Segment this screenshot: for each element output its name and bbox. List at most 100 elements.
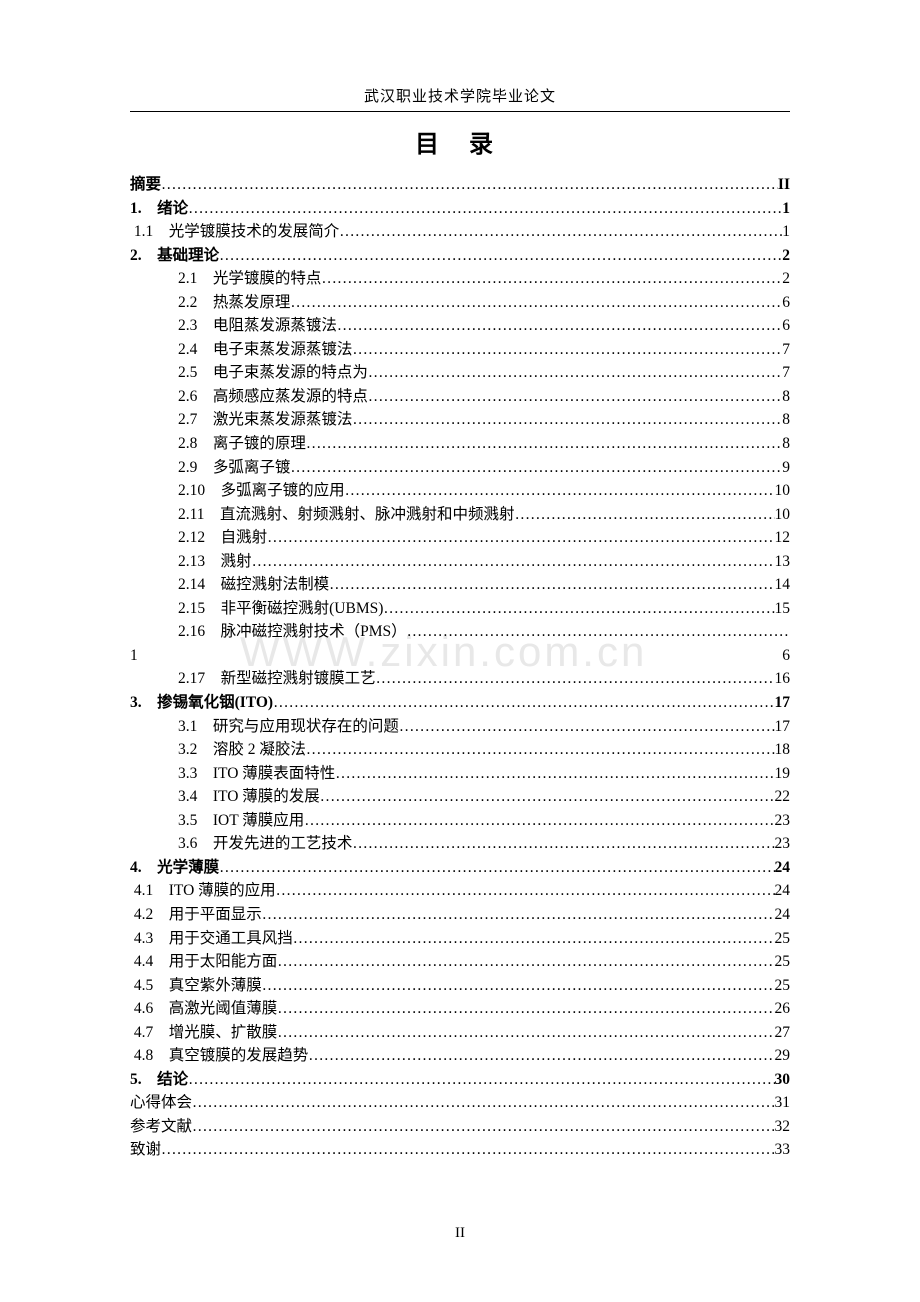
toc-entry-page: 10 [775,479,791,503]
toc-entry: 4.7 增光膜、扩散膜……………………………………………………………………………… [130,1021,790,1045]
page-header: 武汉职业技术学院毕业论文 [130,85,790,112]
page-container: 武汉职业技术学院毕业论文 目 录 摘要………………………………………………………… [0,0,920,1222]
toc-entry-page: 25 [775,927,791,951]
toc-page-right: 6 [782,644,790,668]
toc-dots: …………………………………………………………………………………………………………… [321,267,782,291]
toc-entry-label: 4.1 ITO 薄膜的应用 [130,879,276,903]
toc-dots: …………………………………………………………………………………………………………… [276,879,775,903]
toc-dots: …………………………………………………………………………………………………………… [515,503,775,527]
toc-entry: 3.2 溶胶 2 凝胶法…………………………………………………………………………… [130,738,790,762]
toc-entry-label: 2.14 磁控溅射法制模 [178,573,329,597]
toc-entry-label: 4.8 真空镀膜的发展趋势 [130,1044,308,1068]
toc-entry: 2.6 高频感应蒸发源的特点……………………………………………………………………… [130,385,790,409]
toc-entry: 3.4 ITO 薄膜的发展………………………………………………………………………… [130,785,790,809]
toc-entry-page: 30 [775,1068,791,1092]
toc-entry-label: 2.17 新型磁控溅射镀膜工艺 [178,667,376,691]
toc-container: 摘要……………………………………………………………………………………………………… [130,173,790,1162]
toc-entry: 2.3 电阻蒸发源蒸镀法…………………………………………………………………………… [130,314,790,338]
page-footer: II [0,1225,920,1242]
toc-entry: 致谢……………………………………………………………………………………………………… [130,1138,790,1162]
toc-entry: 5. 结论……………………………………………………………………………………………… [130,1068,790,1092]
toc-dots: …………………………………………………………………………………………………………… [383,597,774,621]
toc-entry: 2.8 离子镀的原理………………………………………………………………………………… [130,432,790,456]
toc-dots: …………………………………………………………………………………………………………… [368,385,782,409]
toc-entry-page: 14 [775,573,791,597]
toc-entry: 2.11 直流溅射、射频溅射、脉冲溅射和中频溅射…………………………………………… [130,503,790,527]
toc-entry-page: 6 [782,291,790,315]
toc-entry: 1.1 光学镀膜技术的发展简介…………………………………………………………………… [130,220,790,244]
toc-dots: …………………………………………………………………………………………………………… [192,1115,774,1139]
toc-entry-label: 3.6 开发先进的工艺技术 [178,832,352,856]
toc-entry-page: 17 [775,715,791,739]
toc-entry-label: 3.4 ITO 薄膜的发展 [178,785,320,809]
toc-dots: …………………………………………………………………………………………………………… [306,432,782,456]
toc-entry: 3. 掺锡氧化铟(ITO)………………………………………………………………………… [130,691,790,715]
toc-entry-page: 31 [775,1091,791,1115]
toc-dots: …………………………………………………………………………………………………………… [252,550,775,574]
toc-entry: 3.3 ITO 薄膜表面特性……………………………………………………………………… [130,762,790,786]
toc-entry-label: 4. 光学薄膜 [130,856,219,880]
toc-entry-page: II [778,173,790,197]
toc-dots: …………………………………………………………………………………………………………… [337,314,782,338]
toc-entry-page: 17 [775,691,791,715]
toc-dots: …………………………………………………………………………………………………………… [219,244,782,268]
toc-entry-label: 2.7 激光束蒸发源蒸镀法 [178,408,352,432]
toc-entry-page: 19 [775,762,791,786]
toc-entry: 4. 光学薄膜………………………………………………………………………………………… [130,856,790,880]
toc-entry: 2.17 新型磁控溅射镀膜工艺…………………………………………………………………… [130,667,790,691]
toc-dots: …………………………………………………………………………………………………………… [277,950,774,974]
toc-entry-page: 12 [775,526,791,550]
toc-dots: …………………………………………………………………………………………………………… [345,479,775,503]
toc-entry-page: 25 [775,974,791,998]
toc-entry: 2.1 光学镀膜的特点……………………………………………………………………………… [130,267,790,291]
toc-entry: 2.2 热蒸发原理…………………………………………………………………………………… [130,291,790,315]
toc-entry-page: 6 [782,314,790,338]
toc-entry-page: 1 [782,197,790,221]
toc-entry-page: 27 [775,1021,791,1045]
toc-entry-label: 2.1 光学镀膜的特点 [178,267,321,291]
toc-entry: 2.13 溅射………………………………………………………………………………………… [130,550,790,574]
toc-entry-page: 22 [775,785,791,809]
toc-entry: 4.8 真空镀膜的发展趋势………………………………………………………………………… [130,1044,790,1068]
toc-entry: 2. 基础理论………………………………………………………………………………………… [130,244,790,268]
toc-dots: …………………………………………………………………………………………………………… [188,197,782,221]
toc-entry-label: 摘要 [130,173,161,197]
toc-dots: …………………………………………………………………………………………………………… [161,173,778,197]
toc-entry: 2.5 电子束蒸发源的特点为……………………………………………………………………… [130,361,790,385]
toc-entry-label: 1. 绪论 [130,197,188,221]
toc-entry: 2.10 多弧离子镀的应用………………………………………………………………………… [130,479,790,503]
toc-entry: 1. 绪论……………………………………………………………………………………………… [130,197,790,221]
toc-dots: …………………………………………………………………………………………………………… [293,927,775,951]
toc-entry-label: 2.5 电子束蒸发源的特点为 [178,361,368,385]
toc-entry-label: 参考文献 [130,1115,192,1139]
toc-dots: …………………………………………………………………………………………………………… [192,1091,774,1115]
toc-dots: …………………………………………………………………………………………………………… [188,1068,774,1092]
toc-entry-page: 9 [782,456,790,480]
toc-entry-label: 5. 结论 [130,1068,188,1092]
toc-entry-page: 29 [775,1044,791,1068]
toc-entry: 4.4 用于太阳能方面……………………………………………………………………………… [130,950,790,974]
toc-entry: 3.6 开发先进的工艺技术………………………………………………………………………… [130,832,790,856]
toc-entry: 参考文献………………………………………………………………………………………………… [130,1115,790,1139]
toc-entry-label: 2.6 高频感应蒸发源的特点 [178,385,368,409]
toc-entry: 4.6 高激光阈值薄膜……………………………………………………………………………… [130,997,790,1021]
toc-entry-page: 23 [775,832,791,856]
toc-entry-label: 3.3 ITO 薄膜表面特性 [178,762,335,786]
toc-dots: …………………………………………………………………………………………………………… [368,361,782,385]
toc-page-left: 1 [130,644,138,668]
toc-dots: …………………………………………………………………………………………………………… [161,1138,774,1162]
toc-entry-page: 25 [775,950,791,974]
toc-title: 目 录 [130,124,790,159]
toc-entry: 摘要……………………………………………………………………………………………………… [130,173,790,197]
toc-entry-label: 2.10 多弧离子镀的应用 [178,479,345,503]
toc-entry-label: 4.7 增光膜、扩散膜 [130,1021,277,1045]
toc-entry: 2.14 磁控溅射法制模…………………………………………………………………………… [130,573,790,597]
toc-entry-label: 2.12 自溅射 [178,526,267,550]
toc-entry-label: 致谢 [130,1138,161,1162]
toc-entry-page: 10 [775,503,791,527]
toc-entry-label: 3. 掺锡氧化铟(ITO) [130,691,273,715]
toc-entry-page: 15 [775,597,791,621]
toc-dots: …………………………………………………………………………………………………………… [376,667,775,691]
toc-entry-label: 2.15 非平衡磁控溅射(UBMS) [178,597,383,621]
toc-entry: 2.16 脉冲磁控溅射技术（PMS）…………………………………………………………… [130,620,790,644]
